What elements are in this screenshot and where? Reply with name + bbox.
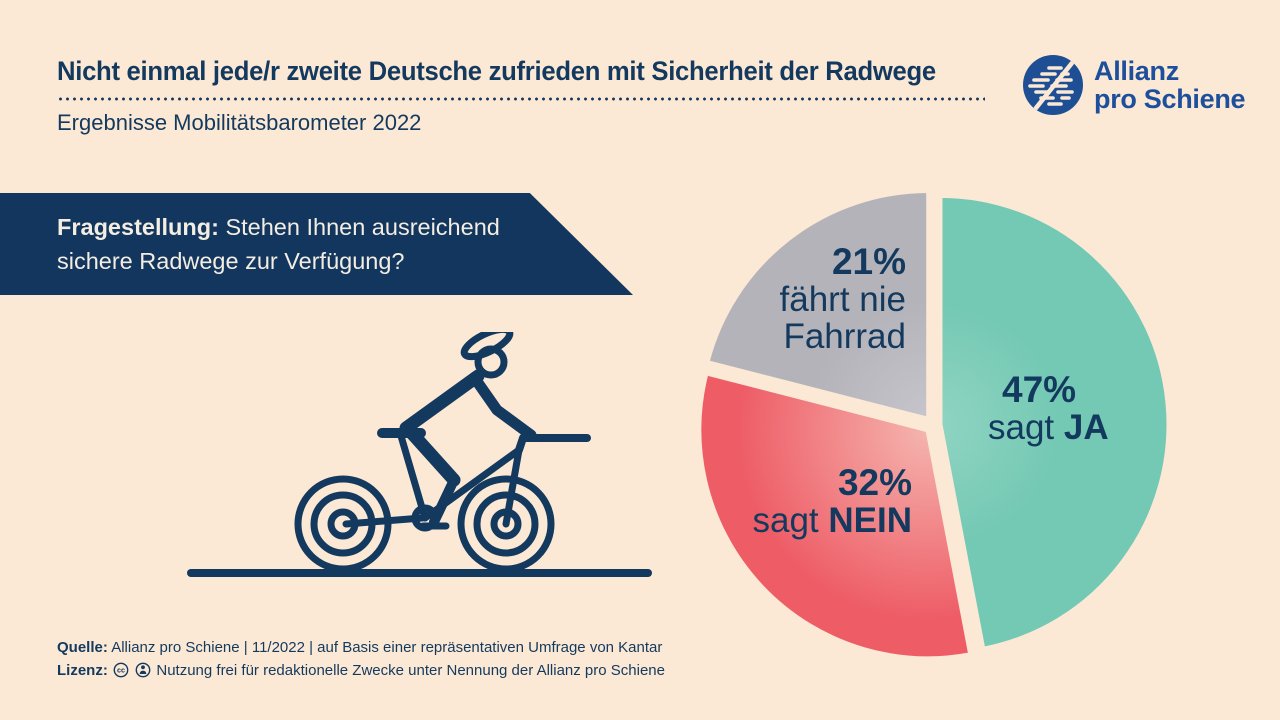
- pie-label-no-pct: 32%: [837, 462, 912, 503]
- svg-text:cc: cc: [117, 666, 125, 675]
- allianz-pro-schiene-logo-icon: [1022, 54, 1084, 121]
- pie-label-yes: 47% sagt JA: [988, 369, 1109, 447]
- source-line: Quelle: Allianz pro Schiene | 11/2022 | …: [57, 636, 665, 659]
- pie-slice-1: [696, 370, 974, 662]
- pie-label-no-regular: sagt: [752, 501, 819, 540]
- logo-wordmark: Allianz pro Schiene: [1094, 56, 1246, 114]
- pie-slice-2: [704, 187, 932, 422]
- question-text: Fragestellung: Stehen Ihnen ausreichend …: [0, 193, 633, 278]
- pie-label-yes-pct: 47%: [1002, 369, 1077, 410]
- pie-label-yes-regular: sagt: [988, 408, 1055, 447]
- pie-slice-0: [937, 192, 1172, 652]
- question-line1: Stehen Ihnen ausreichend: [225, 214, 500, 240]
- page-subtitle: Ergebnisse Mobilitätsbarometer 2022: [57, 110, 422, 135]
- footer: Quelle: Allianz pro Schiene | 11/2022 | …: [57, 636, 665, 682]
- cyclist-illustration-icon: [294, 332, 591, 573]
- pie-label-never-line1: fährt nie: [779, 280, 906, 319]
- pie-label-yes-bold: JA: [1063, 408, 1109, 447]
- pie-label-never: 21% fährt nie Fahrrad: [779, 241, 906, 356]
- pie-label-no: 32% sagt NEIN: [752, 462, 912, 540]
- pie-label-never-pct: 21%: [831, 241, 906, 282]
- question-label: Fragestellung:: [57, 214, 219, 240]
- logo-line1: Allianz: [1094, 56, 1179, 86]
- ground-line: [187, 569, 652, 577]
- license-text: Nutzung frei für redaktionelle Zwecke un…: [156, 662, 665, 679]
- pie-label-never-line2: Fahrrad: [783, 317, 906, 356]
- source-text: Allianz pro Schiene | 11/2022 | auf Basi…: [111, 639, 663, 656]
- cc-icon: cc: [113, 662, 129, 678]
- page-title: Nicht einmal jede/r zweite Deutsche zufr…: [57, 56, 936, 86]
- by-attribution-icon: [135, 662, 151, 678]
- source-label: Quelle:: [57, 639, 108, 656]
- logo-line2: pro Schiene: [1094, 84, 1246, 114]
- question-banner: Fragestellung: Stehen Ihnen ausreichend …: [0, 193, 633, 295]
- dotted-divider: [57, 97, 985, 101]
- license-line: Lizenz: cc Nutzung frei für redaktionell…: [57, 659, 665, 682]
- pie-chart: [696, 187, 1172, 662]
- license-label: Lizenz:: [57, 662, 108, 679]
- question-line2: sichere Radwege zur Verfügung?: [57, 248, 405, 274]
- pie-label-no-bold: NEIN: [828, 501, 912, 540]
